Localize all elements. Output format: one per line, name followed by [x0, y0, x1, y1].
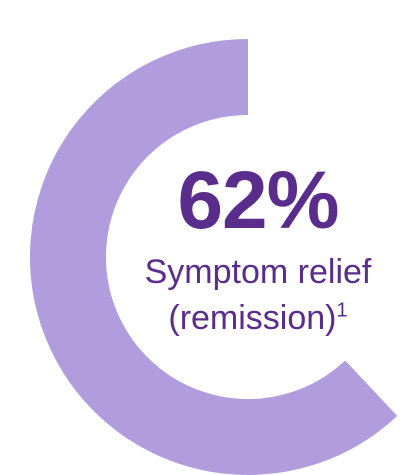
percent-value: 62% [177, 155, 339, 246]
description-line-2-text: (remission) [168, 299, 337, 337]
footnote-marker: 1 [336, 299, 348, 322]
center-label: 62% Symptom relief (remission)1 [128, 155, 388, 339]
description-line-2: (remission)1 [128, 297, 388, 339]
description-line-1: Symptom relief [144, 253, 372, 291]
donut-arc-segment [30, 39, 398, 475]
